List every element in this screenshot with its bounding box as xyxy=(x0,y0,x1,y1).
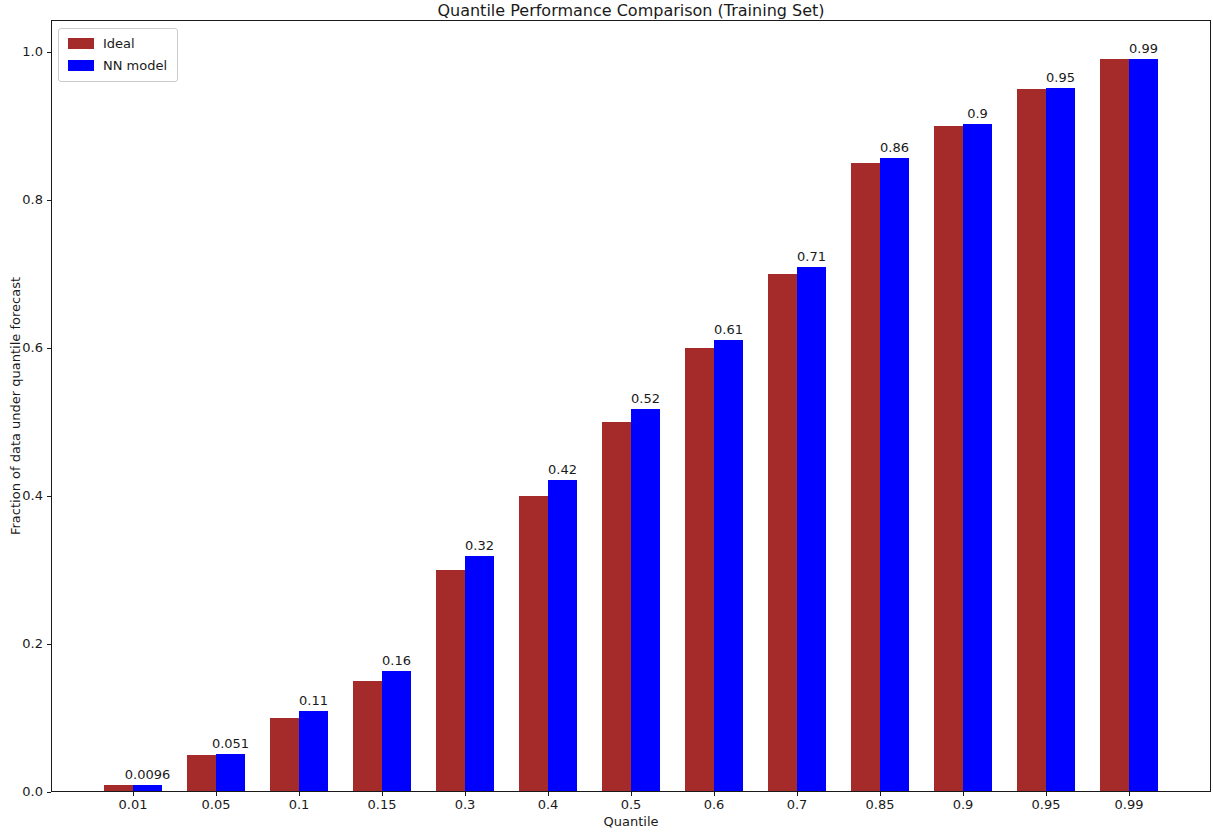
x-tick-mark xyxy=(548,792,549,796)
x-tick-label: 0.85 xyxy=(839,797,921,812)
x-tick-mark xyxy=(631,792,632,796)
bar-value-label: 0.32 xyxy=(465,538,494,553)
x-tick-mark xyxy=(797,792,798,796)
x-tick-mark xyxy=(1046,792,1047,796)
chart-title: Quantile Performance Comparison (Trainin… xyxy=(51,1,1211,20)
x-axis-label: Quantile xyxy=(51,814,1211,829)
x-tick-mark xyxy=(216,792,217,796)
bar-value-label: 0.95 xyxy=(1046,70,1075,85)
bar-value-label: 0.9 xyxy=(967,106,988,121)
x-tick-label: 0.99 xyxy=(1088,797,1170,812)
legend-item-ideal: Ideal xyxy=(68,36,167,51)
bar-value-label: 0.52 xyxy=(631,391,660,406)
x-tick-label: 0.1 xyxy=(258,797,340,812)
figure: Quantile Performance Comparison (Trainin… xyxy=(0,0,1213,835)
y-tick-mark xyxy=(47,52,51,53)
x-tick-label: 0.95 xyxy=(1005,797,1087,812)
legend-label-nn-model: NN model xyxy=(103,58,167,73)
y-tick-mark xyxy=(47,644,51,645)
y-tick-label: 0.0 xyxy=(0,784,43,799)
y-tick-mark xyxy=(47,200,51,201)
x-tick-label: 0.4 xyxy=(507,797,589,812)
x-tick-label: 0.15 xyxy=(341,797,423,812)
x-tick-mark xyxy=(1129,792,1130,796)
x-tick-label: 0.3 xyxy=(424,797,506,812)
x-tick-mark xyxy=(133,792,134,796)
x-tick-mark xyxy=(714,792,715,796)
legend-label-ideal: Ideal xyxy=(103,36,135,51)
bar-value-label: 0.71 xyxy=(797,249,826,264)
bar-value-label: 0.99 xyxy=(1129,41,1158,56)
x-tick-mark xyxy=(963,792,964,796)
bar-value-label: 0.42 xyxy=(548,462,577,477)
y-tick-label: 0.2 xyxy=(0,636,43,651)
x-tick-mark xyxy=(382,792,383,796)
x-tick-label: 0.9 xyxy=(922,797,1004,812)
x-tick-label: 0.05 xyxy=(175,797,257,812)
legend-swatch-nn-model xyxy=(68,60,94,71)
legend-item-nn-model: NN model xyxy=(68,58,167,73)
y-tick-label: 0.4 xyxy=(0,488,43,503)
bar-value-label: 0.61 xyxy=(714,322,743,337)
x-tick-label: 0.01 xyxy=(92,797,174,812)
bar-value-label: 0.16 xyxy=(382,653,411,668)
x-tick-mark xyxy=(880,792,881,796)
x-tick-mark xyxy=(465,792,466,796)
legend: Ideal NN model xyxy=(58,28,178,82)
y-tick-label: 0.6 xyxy=(0,340,43,355)
y-tick-mark xyxy=(47,348,51,349)
y-tick-label: 1.0 xyxy=(0,44,43,59)
bar-value-label: 0.86 xyxy=(880,140,909,155)
x-tick-label: 0.6 xyxy=(673,797,755,812)
x-tick-label: 0.7 xyxy=(756,797,838,812)
y-tick-mark xyxy=(47,792,51,793)
x-tick-mark xyxy=(299,792,300,796)
bar-value-label: 0.0096 xyxy=(125,767,171,782)
y-tick-mark xyxy=(47,496,51,497)
legend-swatch-ideal xyxy=(68,38,94,49)
x-tick-label: 0.5 xyxy=(590,797,672,812)
bar-value-label: 0.051 xyxy=(212,736,249,751)
bar-value-label: 0.11 xyxy=(299,693,328,708)
y-tick-label: 0.8 xyxy=(0,192,43,207)
